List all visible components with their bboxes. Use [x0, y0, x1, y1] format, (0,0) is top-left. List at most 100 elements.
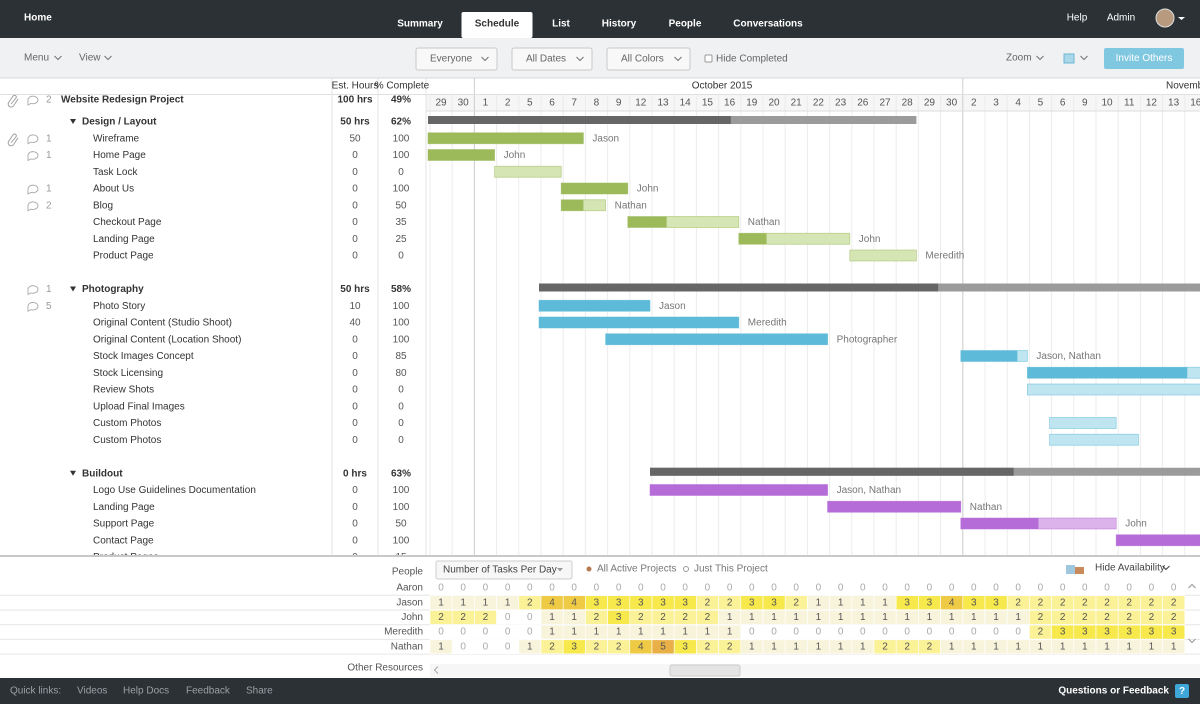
filter-dropdown[interactable]: [415, 47, 498, 71]
feedback-link[interactable]: Questions or Feedback: [1058, 686, 1169, 697]
nav-link[interactable]: Admin: [1107, 13, 1135, 24]
task-bar[interactable]: [849, 249, 917, 262]
task-hours: 50: [349, 133, 361, 144]
load-value: 3: [1149, 627, 1155, 638]
nav-tab[interactable]: Schedule: [475, 19, 520, 30]
task-bar[interactable]: [1027, 383, 1200, 396]
color-swatch[interactable]: [1063, 53, 1075, 64]
hide-completed: Hide Completed: [716, 54, 788, 65]
attachment-icon: [7, 133, 19, 147]
metric-dropdown[interactable]: [435, 560, 573, 580]
task-name[interactable]: Review Shots: [93, 385, 154, 396]
home-link[interactable]: Home: [24, 13, 52, 24]
help-icon-box[interactable]: [1175, 684, 1189, 698]
nav-tab[interactable]: Summary: [397, 19, 443, 30]
footer-link[interactable]: Help Docs: [123, 686, 169, 697]
task-name[interactable]: Blog: [93, 200, 113, 211]
task-hours: 0: [352, 502, 358, 513]
collapse-toggle[interactable]: [70, 119, 76, 124]
load-value: 2: [1015, 597, 1021, 608]
load-value: 1: [638, 627, 644, 638]
task-name[interactable]: Home Page: [93, 150, 146, 161]
load-value: 1: [1038, 641, 1044, 652]
task-name[interactable]: Product Page: [93, 251, 154, 262]
task-name[interactable]: Photo Story: [93, 301, 145, 312]
load-value: 0: [860, 583, 866, 594]
day-label: 23: [835, 98, 847, 109]
load-value: 1: [594, 627, 600, 638]
task-hours: 0: [352, 485, 358, 496]
filter-dropdown[interactable]: [606, 47, 691, 71]
task-name[interactable]: Original Content (Location Shoot): [93, 334, 241, 345]
day-label: 6: [1060, 98, 1066, 109]
load-value: 1: [571, 612, 577, 623]
avatar[interactable]: [1155, 8, 1175, 28]
load-value: 2: [882, 641, 888, 652]
collapse-toggle[interactable]: [70, 470, 76, 476]
radio[interactable]: [683, 566, 689, 572]
nav-tab[interactable]: People: [669, 19, 702, 30]
task-bar[interactable]: [1049, 417, 1117, 429]
task-name[interactable]: Product Pages: [93, 552, 159, 563]
group-name[interactable]: Photography: [82, 284, 144, 295]
task-name[interactable]: Stock Images Concept: [93, 351, 194, 362]
task-name[interactable]: Stock Licensing: [93, 368, 163, 379]
checkbox[interactable]: [704, 54, 713, 63]
view-button[interactable]: View: [79, 53, 101, 64]
task-name[interactable]: About Us: [93, 184, 134, 195]
task-name[interactable]: Task Lock: [93, 167, 138, 178]
load-value: 3: [638, 597, 644, 608]
task-name[interactable]: Original Content (Studio Shoot): [93, 318, 232, 329]
people-label: People: [392, 567, 424, 578]
radio-selected[interactable]: [586, 566, 592, 572]
task-name[interactable]: Support Page: [93, 519, 155, 530]
task-bar[interactable]: [494, 165, 562, 178]
load-value: 1: [949, 612, 955, 623]
footer-link[interactable]: Feedback: [186, 686, 231, 697]
task-complete: 100: [393, 334, 410, 345]
task-name[interactable]: Checkout Page: [93, 217, 162, 228]
invite-button[interactable]: [1104, 48, 1184, 69]
collapse-toggle[interactable]: [70, 286, 76, 292]
task-bar[interactable]: [1049, 433, 1139, 446]
load-value: 2: [904, 641, 910, 652]
task-hours: 0: [352, 401, 358, 412]
task-hours: 0: [352, 251, 358, 262]
load-value: 1: [749, 612, 755, 623]
hide-availability[interactable]: Hide Availability: [1095, 563, 1165, 574]
load-value: 0: [927, 627, 933, 638]
person-name: John: [401, 612, 423, 623]
group-name[interactable]: Design / Layout: [82, 117, 157, 128]
task-name[interactable]: Landing Page: [93, 234, 155, 245]
task-name[interactable]: Wireframe: [93, 133, 140, 144]
task-name[interactable]: Logo Use Guidelines Documentation: [93, 485, 256, 496]
load-value: 1: [705, 627, 711, 638]
load-value: 0: [993, 627, 999, 638]
footer-link[interactable]: Videos: [77, 686, 107, 697]
task-name[interactable]: Upload Final Images: [93, 401, 185, 412]
task-hours: 0: [352, 385, 358, 396]
task-name[interactable]: Custom Photos: [93, 435, 161, 446]
load-value: 2: [483, 612, 489, 623]
load-value: 1: [1126, 641, 1132, 652]
nav-tab[interactable]: List: [552, 19, 570, 30]
nav-link[interactable]: Help: [1067, 13, 1088, 24]
scroll-thumb[interactable]: [669, 664, 741, 677]
nav-tab[interactable]: Conversations: [733, 19, 803, 30]
load-value: 1: [838, 597, 844, 608]
task-complete: 100: [393, 318, 410, 329]
load-value: 1: [660, 627, 666, 638]
zoom-button[interactable]: Zoom: [1006, 53, 1032, 64]
load-value: 2: [793, 597, 799, 608]
complete-header: % Complete: [375, 81, 430, 92]
task-name[interactable]: Contact Page: [93, 535, 154, 546]
filter-dropdown[interactable]: [511, 47, 593, 71]
load-value: 1: [460, 597, 466, 608]
assignee-label: Meredith: [748, 318, 787, 329]
task-name[interactable]: Custom Photos: [93, 418, 161, 429]
footer-link[interactable]: Share: [246, 686, 273, 697]
group-name[interactable]: Buildout: [82, 468, 123, 479]
task-name[interactable]: Landing Page: [93, 502, 155, 513]
nav-tab[interactable]: History: [602, 19, 637, 30]
menu-button[interactable]: Menu: [24, 53, 49, 64]
